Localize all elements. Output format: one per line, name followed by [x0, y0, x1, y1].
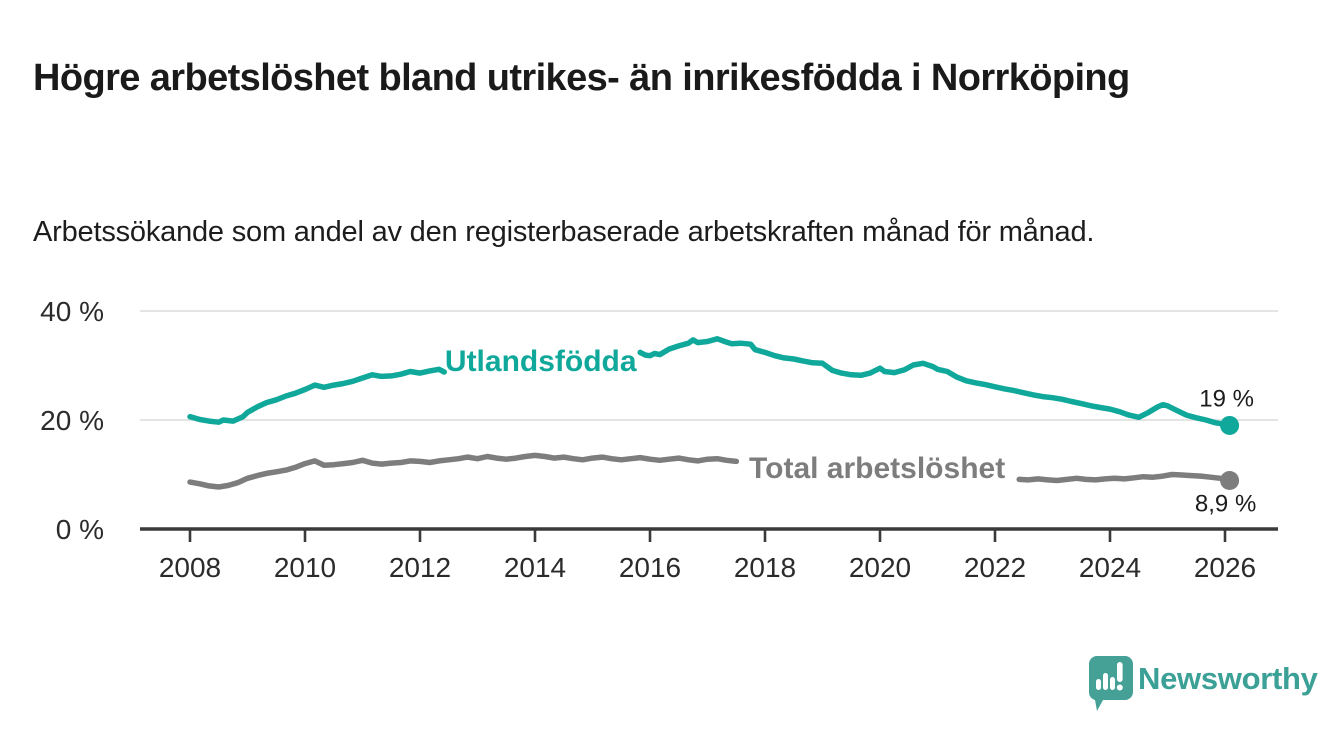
- chart-subtitle: Arbetssökande som andel av den registerb…: [33, 216, 1095, 248]
- x-tick-label-2014: 2014: [504, 552, 566, 583]
- page-title: Högre arbetslöshet bland utrikes- än inr…: [33, 57, 1130, 100]
- end-dot-utlandsfodda: [1220, 415, 1240, 435]
- end-value-label-total-arbetsloshet: 8,9 %: [1195, 490, 1256, 517]
- series-label-utlandsfodda: Utlandsfödda: [445, 345, 637, 378]
- x-tick-label-2012: 2012: [389, 552, 451, 583]
- y-axis-label-20: 20 %: [40, 405, 104, 436]
- x-tick-label-2018: 2018: [734, 552, 796, 583]
- newsworthy-wordmark: Newsworthy: [1138, 661, 1318, 696]
- exclamation-dot-icon: [1116, 684, 1123, 691]
- line-utlandsfodda-segment-2: [637, 336, 1233, 429]
- newsworthy-logo: Newsworthy: [1085, 652, 1318, 714]
- x-tick-label-2008: 2008: [159, 552, 221, 583]
- y-axis-label-0: 0 %: [56, 514, 104, 545]
- line-utlandsfodda-segment-1: [187, 366, 447, 425]
- bar-icon-3: [1110, 677, 1115, 690]
- bar-icon-2: [1103, 673, 1108, 690]
- line-total-arbetsloshet-segment-2: [1016, 471, 1233, 484]
- x-tick-label-2010: 2010: [274, 552, 336, 583]
- newsworthy-bubble-chart-icon: [1088, 656, 1133, 711]
- y-axis-label-40: 40 %: [40, 296, 104, 327]
- x-tick-label-2026: 2026: [1194, 552, 1256, 583]
- bar-icon-1: [1096, 679, 1101, 690]
- exclamation-bar-icon: [1117, 662, 1123, 682]
- end-value-label-utlandsfodda: 19 %: [1199, 385, 1254, 412]
- x-tick-label-2020: 2020: [849, 552, 911, 583]
- x-tick-label-2024: 2024: [1079, 552, 1141, 583]
- x-tick-label-2016: 2016: [619, 552, 681, 583]
- series-label-total-arbetsloshet: Total arbetslöshet: [749, 452, 1005, 485]
- line-total-arbetsloshet-segment-1: [187, 452, 740, 490]
- end-dot-total-arbetsloshet: [1220, 470, 1240, 490]
- x-tick-label-2022: 2022: [964, 552, 1026, 583]
